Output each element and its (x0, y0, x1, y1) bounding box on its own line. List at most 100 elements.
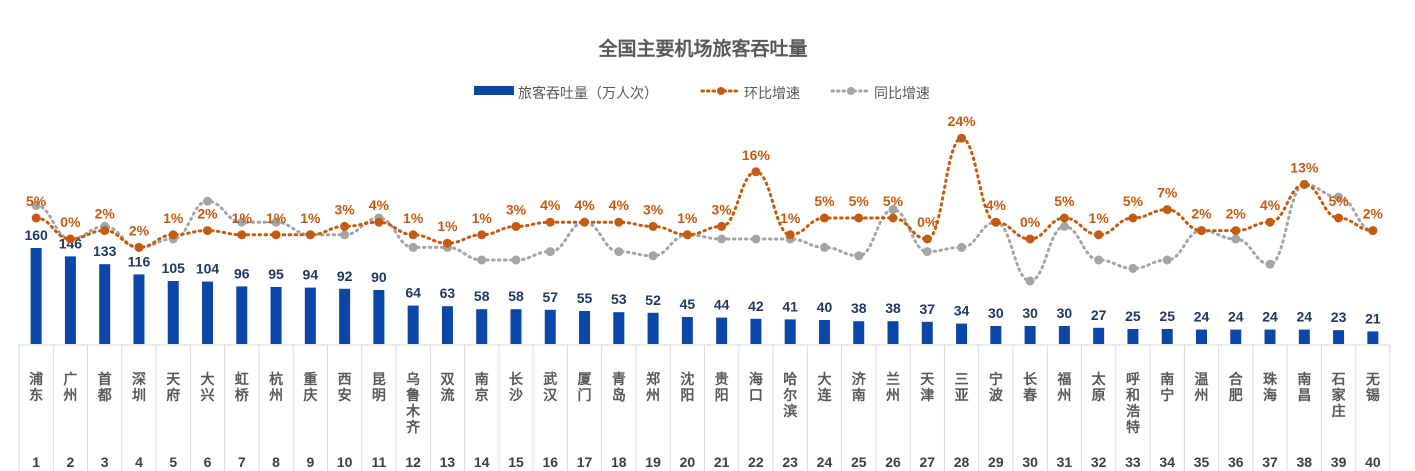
category-label: 沈阳 (680, 371, 694, 404)
mom-value-label: 4% (574, 197, 595, 213)
mom-line-series (31, 133, 1378, 252)
rank-label: 8 (272, 454, 280, 470)
rank-label: 11 (371, 454, 386, 470)
yoy-point (888, 205, 898, 215)
mom-point (442, 238, 452, 248)
bar (1058, 326, 1070, 344)
bar (750, 318, 762, 344)
rank-label: 25 (851, 454, 867, 470)
bar-value-label: 116 (128, 253, 151, 269)
bar (270, 287, 282, 344)
bar-value-label: 96 (234, 265, 250, 281)
yoy-point (922, 247, 932, 257)
yoy-point (854, 251, 864, 261)
mom-value-label: 2% (95, 206, 116, 222)
rank-label: 14 (474, 454, 490, 470)
yoy-point (477, 255, 487, 265)
mom-value-label: 1% (780, 210, 801, 226)
mom-value-label: 1% (403, 210, 424, 226)
category-label: 乌鲁木齐 (405, 371, 421, 436)
bar (99, 264, 111, 344)
bar-value-label: 94 (303, 267, 319, 283)
mom-point (134, 242, 144, 252)
mom-point (65, 234, 75, 244)
yoy-point (819, 242, 829, 252)
category-label: 浦东 (29, 371, 43, 404)
yoy-point (751, 234, 761, 244)
mom-value-label: 5% (26, 193, 47, 209)
bar (476, 309, 488, 344)
bar (681, 317, 693, 344)
legend-yoy-swatch-marker (847, 87, 855, 95)
bar-value-label: 27 (1091, 307, 1107, 323)
rank-label: 10 (337, 454, 353, 470)
mom-value-label: 2% (1363, 206, 1384, 222)
mom-point (1334, 213, 1344, 223)
category-label: 呼和浩特 (1126, 371, 1140, 436)
category-label: 珠海 (1263, 371, 1278, 404)
rank-label: 39 (1331, 454, 1347, 470)
rank-label: 7 (238, 454, 246, 470)
yoy-point (957, 242, 967, 252)
rank-label: 34 (1159, 454, 1175, 470)
bar (510, 309, 522, 344)
rank-label: 29 (988, 454, 1004, 470)
bar (133, 274, 145, 344)
yoy-point (717, 234, 727, 244)
legend-entry-yoy: 同比增速 (874, 86, 930, 102)
yoy-point (1265, 259, 1275, 269)
bar (579, 311, 591, 344)
bar-value-label: 25 (1159, 308, 1175, 324)
category-label: 无锡 (1365, 372, 1380, 404)
rank-label: 16 (542, 454, 558, 470)
chart-title: 全国主要机场旅客吞吐量 (597, 37, 807, 60)
bar-value-label: 53 (611, 291, 627, 307)
mom-value-label: 1% (266, 210, 287, 226)
rank-label: 32 (1091, 454, 1107, 470)
category-label: 大连 (817, 371, 832, 404)
yoy-point (271, 217, 281, 227)
rank-label: 12 (405, 454, 421, 470)
mom-point (168, 230, 178, 240)
mom-value-label: 4% (1260, 197, 1281, 213)
category-label: 长沙 (509, 371, 524, 404)
rank-label: 6 (204, 454, 212, 470)
category-label: 郑州 (645, 371, 660, 404)
mom-value-label: 1% (163, 210, 184, 226)
yoy-point (1025, 276, 1035, 286)
legend-bar-swatch (474, 86, 514, 95)
bar (167, 281, 179, 344)
bar (64, 256, 76, 344)
mom-point (408, 230, 418, 240)
category-label: 南昌 (1297, 371, 1311, 404)
bar (1333, 330, 1345, 344)
bar-value-label: 90 (371, 269, 387, 285)
mom-value-label: 1% (472, 210, 493, 226)
mom-point (305, 230, 315, 240)
mom-value-label: 5% (1328, 193, 1349, 209)
bar-value-label: 92 (337, 268, 353, 284)
legend-entry-passengers: 旅客吞吐量（万人次） (518, 85, 658, 102)
mom-point (1299, 179, 1309, 189)
bar (544, 309, 556, 344)
category-label: 三亚 (955, 372, 969, 404)
rank-label: 33 (1125, 454, 1141, 470)
mom-point (819, 213, 829, 223)
mom-point (237, 230, 247, 240)
bar (818, 320, 830, 344)
bar-value-label: 52 (645, 292, 661, 308)
bar (1093, 327, 1105, 344)
bar-value-label: 30 (988, 305, 1004, 321)
mom-value-label: 5% (1054, 193, 1075, 209)
bar (1195, 329, 1207, 344)
legend: 旅客吞吐量（万人次） 环比增速 同比增速 (474, 85, 930, 102)
bar-value-label: 64 (405, 285, 421, 301)
category-label: 昆明 (372, 372, 386, 404)
bar (304, 287, 316, 344)
mom-point (682, 230, 692, 240)
yoy-point (511, 255, 521, 265)
mom-value-label: 1% (300, 210, 321, 226)
yoy-point (340, 230, 350, 240)
category-label: 宁波 (989, 371, 1004, 404)
